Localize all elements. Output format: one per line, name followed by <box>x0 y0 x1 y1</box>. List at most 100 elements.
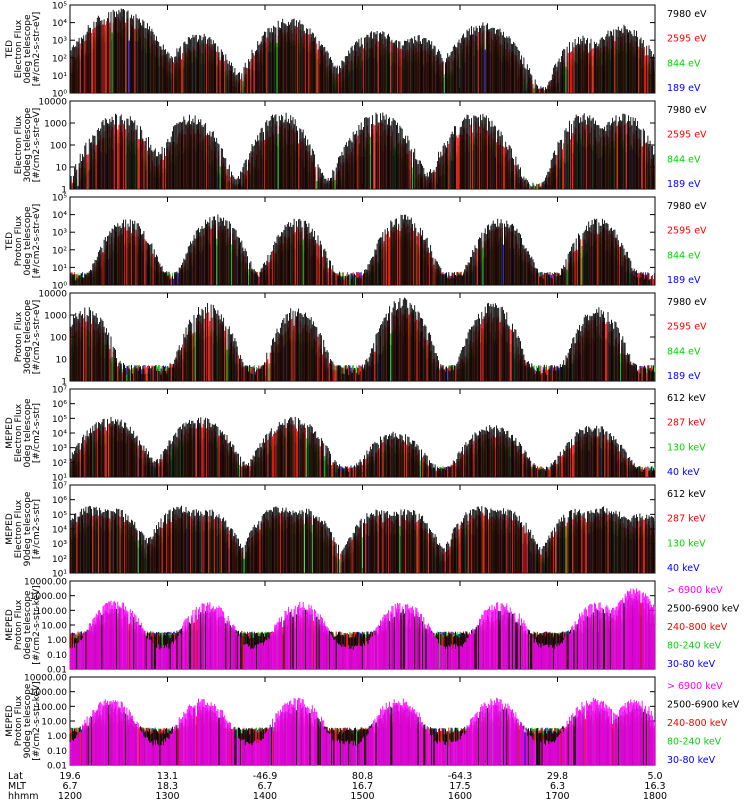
y-axis-label: Electron Flux <box>14 403 24 462</box>
y-tick-label: 10⁴ <box>52 19 67 29</box>
y-axis-label: [#/cm2-s-str-eV] <box>32 204 42 279</box>
x-tick-hhmm: 1300 <box>155 791 179 800</box>
y-tick-label: 10¹ <box>52 264 67 274</box>
y-tick-label: 10⁵ <box>52 415 67 425</box>
y-tick-label: 10³ <box>52 540 67 550</box>
y-tick-label: 10² <box>52 459 67 469</box>
y-tick-label: 1 <box>61 186 67 196</box>
y-axis-label: 0deg telescope <box>23 14 33 84</box>
legend-entry: 240-800 keV <box>667 622 728 633</box>
y-tick-label: 10 <box>56 164 68 174</box>
y-tick-label: 10⁰ <box>52 90 67 100</box>
x-tick-mlt: 16.3 <box>644 781 665 792</box>
legend-entry: 2500-6900 keV <box>667 604 740 615</box>
y-tick-label: 10000 <box>38 98 67 108</box>
x-tick-lat: 80.8 <box>352 771 373 782</box>
x-tick-mlt: 16.7 <box>352 781 373 792</box>
y-axis-label: [#/cm2-s-str-keV] <box>32 681 42 760</box>
legend-entry: 287 keV <box>667 514 706 525</box>
legend-entry: 2595 eV <box>667 34 707 45</box>
x-tick-lat: -64.3 <box>448 771 473 782</box>
y-tick-label: 10¹ <box>52 72 67 82</box>
legend-entry: 40 keV <box>667 467 700 478</box>
y-tick-label: 10¹ <box>52 474 67 484</box>
legend-entry: 612 keV <box>667 393 706 404</box>
y-tick-label: 10³ <box>52 229 67 239</box>
y-axis-label: [#/cm2-s-str-keV] <box>32 585 42 664</box>
y-axis-label: Proton Flux <box>14 695 24 746</box>
legend-entry: 130 keV <box>667 442 706 453</box>
y-tick-label: 10⁴ <box>52 211 67 221</box>
legend-entry: 7980 eV <box>667 105 707 116</box>
y-tick-label: 10⁵ <box>52 511 67 521</box>
legend-entry: 40 keV <box>667 563 700 574</box>
y-tick-label: 1000 <box>44 312 67 322</box>
y-tick-label: 10² <box>52 246 67 256</box>
legend-entry: 287 keV <box>667 418 706 429</box>
legend-entry: 612 keV <box>667 489 706 500</box>
legend-entry: 80-240 keV <box>667 737 722 748</box>
legend-entry: 189 eV <box>667 275 701 286</box>
y-axis-label: 30deg telescope <box>23 107 33 182</box>
series-black <box>69 214 656 285</box>
legend-entry: 7980 eV <box>667 9 707 20</box>
y-axis-label: TED <box>5 232 15 251</box>
series-black <box>69 416 656 477</box>
y-tick-label: 10000.00 <box>24 674 67 684</box>
y-tick-label: 10.00 <box>41 622 67 632</box>
y-tick-label: 10⁰ <box>52 282 67 292</box>
y-tick-label: 10⁵ <box>52 2 67 12</box>
y-tick-label: 1000 <box>44 120 67 130</box>
legend-entry: 7980 eV <box>667 201 707 212</box>
legend-entry: 189 eV <box>667 179 701 190</box>
x-tick-hhmm: 1500 <box>350 791 374 800</box>
x-tick-hhmm: 1400 <box>253 791 277 800</box>
x-tick-mlt: 6.7 <box>62 781 77 792</box>
y-axis-label: [#/cm2-s-str-eV] <box>32 300 42 375</box>
y-tick-label: 10² <box>52 54 67 64</box>
y-tick-label: 10000.00 <box>24 578 67 588</box>
legend-entry: 844 eV <box>667 58 701 69</box>
y-tick-label: 10000 <box>38 290 67 300</box>
y-tick-label: 100 <box>50 334 67 344</box>
x-row-label: hhmm <box>8 791 39 800</box>
y-axis-label: Electron Flux <box>14 499 24 558</box>
series-black <box>69 505 656 573</box>
y-tick-label: 1.00 <box>47 636 67 646</box>
y-axis-label: 0deg telescope <box>23 206 33 276</box>
legend-entry: > 6900 keV <box>667 585 723 596</box>
x-tick-lat: 19.6 <box>59 771 80 782</box>
y-axis-label: 30deg telescope <box>23 299 33 374</box>
y-tick-label: 100 <box>50 142 67 152</box>
y-tick-label: 0.01 <box>47 762 67 772</box>
y-tick-label: 10⁶ <box>52 496 67 506</box>
legend-entry: 844 eV <box>667 346 701 357</box>
y-axis-label: MEPED <box>5 417 15 449</box>
y-tick-label: 1000.00 <box>30 592 67 602</box>
y-tick-label: 10⁷ <box>52 386 67 396</box>
x-tick-hhmm: 1800 <box>643 791 667 800</box>
y-tick-label: 10.00 <box>41 718 67 728</box>
y-axis-label: 90deg telescope <box>23 491 33 566</box>
series-magenta <box>69 697 656 765</box>
legend-entry: > 6900 keV <box>667 681 723 692</box>
legend-entry: 844 eV <box>667 250 701 261</box>
y-tick-label: 100.00 <box>36 703 68 713</box>
y-tick-label: 10² <box>52 555 67 565</box>
y-tick-label: 1000.00 <box>30 688 67 698</box>
legend-entry: 2595 eV <box>667 322 707 333</box>
x-tick-mlt: 17.5 <box>449 781 470 792</box>
legend-entry: 844 eV <box>667 154 701 165</box>
y-axis-label: [#/cm2-s-str-eV] <box>32 12 42 87</box>
legend-entry: 2500-6900 keV <box>667 700 740 711</box>
legend-entry: 240-800 keV <box>667 718 728 729</box>
x-tick-mlt: 18.3 <box>157 781 178 792</box>
x-tick-lat: -46.9 <box>253 771 278 782</box>
legend-entry: 130 keV <box>667 538 706 549</box>
y-tick-label: 10 <box>56 356 68 366</box>
y-tick-label: 10⁴ <box>52 430 67 440</box>
series-black <box>69 112 656 189</box>
y-tick-label: 100.00 <box>36 607 68 617</box>
x-tick-hhmm: 1600 <box>448 791 472 800</box>
